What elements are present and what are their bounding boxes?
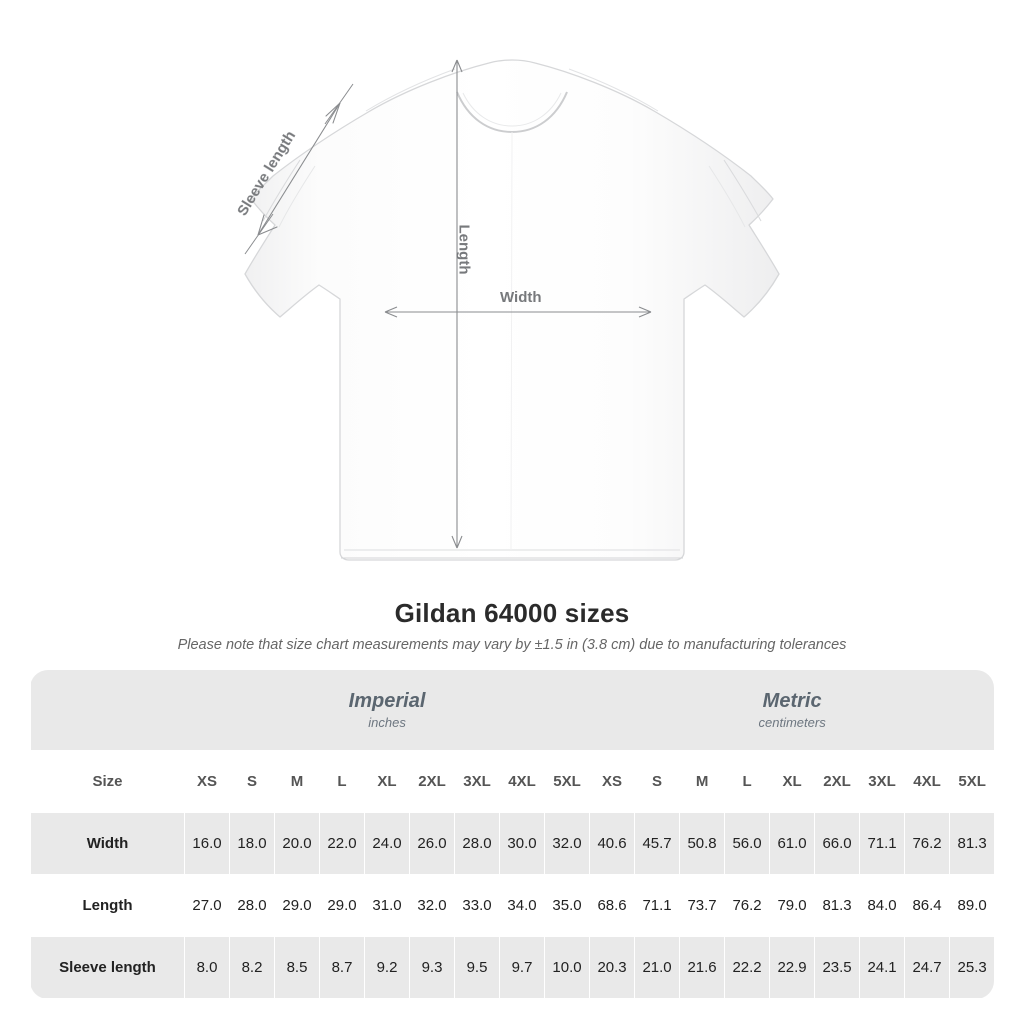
svg-text:Width: Width [500, 289, 542, 306]
